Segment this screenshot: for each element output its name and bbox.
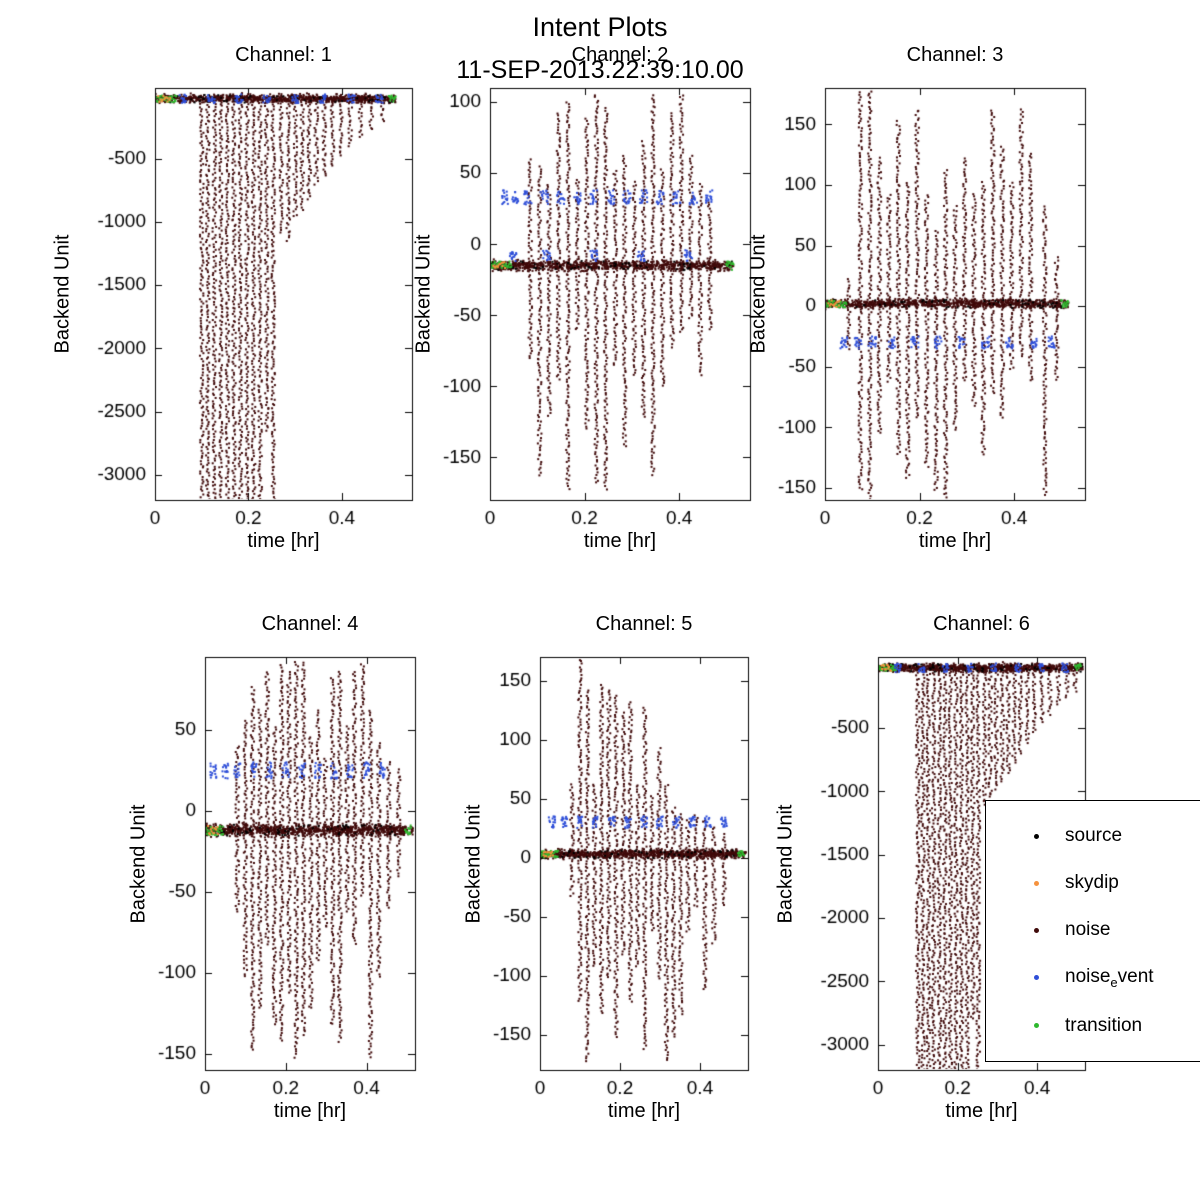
channel-5-x-axis-label: time [hr] <box>607 1100 681 1122</box>
channel-1-x-axis-label: time [hr] <box>247 530 320 552</box>
legend-item-transition: transition <box>1034 1015 1200 1037</box>
channel-6-title: Channel: 6 <box>933 613 1030 635</box>
legend-label-transition: transition <box>1065 1014 1143 1036</box>
legend-label-skydip: skydip <box>1065 872 1119 894</box>
channel-4-x-axis-label: time [hr] <box>273 1100 347 1122</box>
channel-1-plot-area <box>55 78 426 550</box>
legend-label-noise: noise <box>1065 919 1111 941</box>
legend-item-source: source <box>1034 825 1200 847</box>
channel-3-x-axis-label: time [hr] <box>918 530 992 552</box>
legend-marker-transition <box>1034 1023 1039 1029</box>
channel-4-plot-area <box>105 647 429 1120</box>
legend-item-noise-event: noiseevent <box>1034 966 1200 990</box>
channel-5-y-axis-label: Backend Unit <box>462 804 485 923</box>
channel-2-y-axis-label: Backend Unit <box>412 234 435 354</box>
legend-item-noise: noise <box>1034 919 1200 941</box>
legend-marker-noise-event <box>1034 975 1039 981</box>
channel-6-y-axis-label: Backend Unit <box>774 804 797 923</box>
channel-1-y-axis-label: Backend Unit <box>51 234 74 354</box>
channel-2-x-axis-label: time [hr] <box>583 530 657 552</box>
legend: source skydip noise noiseevent transitio… <box>985 800 1200 1062</box>
channel-4-title: Channel: 4 <box>261 613 359 635</box>
legend-marker-source <box>1034 833 1039 839</box>
channel-3-plot-area <box>725 78 1099 550</box>
channel-4-y-axis-label: Backend Unit <box>127 804 150 923</box>
figure-timestamp: 11-SEP-2013.22:39:10.00 <box>456 56 744 84</box>
channel-3-y-axis-label: Backend Unit <box>747 234 770 354</box>
channel-5-title: Channel: 5 <box>595 613 693 635</box>
channel-3-title: Channel: 3 <box>906 44 1004 66</box>
legend-label-source: source <box>1065 825 1123 847</box>
legend-label-noise-event: noiseevent <box>1065 965 1154 990</box>
figure-title: Intent Plots <box>532 12 668 42</box>
legend-marker-noise <box>1034 927 1039 933</box>
channel-1-title: Channel: 1 <box>235 44 332 66</box>
channel-6-x-axis-label: time [hr] <box>945 1100 1018 1122</box>
channel-5-plot-area <box>440 647 762 1120</box>
legend-item-skydip: skydip <box>1034 872 1200 894</box>
legend-marker-skydip <box>1034 880 1039 886</box>
channel-2-plot-area <box>390 78 764 550</box>
